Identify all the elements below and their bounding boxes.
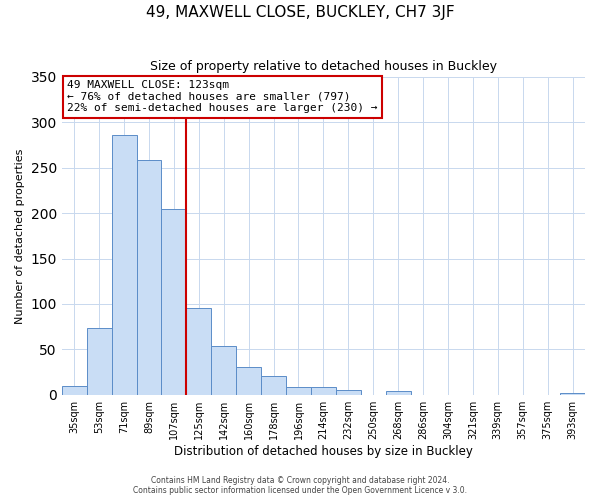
Title: Size of property relative to detached houses in Buckley: Size of property relative to detached ho… [150,60,497,73]
Text: 49, MAXWELL CLOSE, BUCKLEY, CH7 3JF: 49, MAXWELL CLOSE, BUCKLEY, CH7 3JF [146,5,454,20]
Bar [286,388,311,394]
Text: 49 MAXWELL CLOSE: 123sqm
← 76% of detached houses are smaller (797)
22% of semi-: 49 MAXWELL CLOSE: 123sqm ← 76% of detach… [67,80,377,114]
Bar [560,393,585,394]
Bar [87,328,112,394]
Bar [187,308,211,394]
Bar [236,366,261,394]
Bar [161,210,187,394]
Y-axis label: Number of detached properties: Number of detached properties [15,148,25,324]
Bar [62,386,87,394]
Text: Contains HM Land Registry data © Crown copyright and database right 2024.
Contai: Contains HM Land Registry data © Crown c… [133,476,467,495]
X-axis label: Distribution of detached houses by size in Buckley: Distribution of detached houses by size … [174,444,473,458]
Bar [311,386,336,394]
Bar [211,346,236,395]
Bar [386,391,410,394]
Bar [112,135,137,394]
Bar [261,376,286,394]
Bar [137,160,161,394]
Bar [336,390,361,394]
